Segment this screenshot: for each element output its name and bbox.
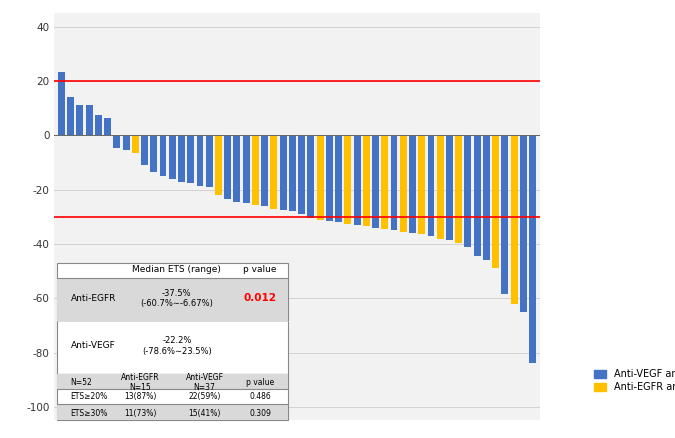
Bar	[132, 135, 139, 153]
Bar	[68, 97, 74, 135]
Bar	[57, 263, 288, 374]
Bar	[252, 135, 259, 205]
Text: 13(87%): 13(87%)	[124, 392, 156, 401]
Bar	[391, 135, 398, 230]
Bar	[95, 115, 102, 135]
Bar	[58, 71, 65, 135]
Bar	[261, 135, 268, 206]
Bar	[437, 135, 443, 239]
Bar	[483, 135, 490, 260]
Bar	[187, 135, 194, 183]
Bar	[196, 135, 203, 186]
Bar	[326, 135, 333, 221]
Bar	[427, 135, 435, 236]
Bar	[529, 135, 536, 364]
Bar	[169, 135, 176, 179]
Bar	[178, 135, 185, 181]
Text: 0.012: 0.012	[244, 293, 277, 303]
Text: Anti-VEGF: Anti-VEGF	[71, 341, 115, 350]
Bar	[289, 135, 296, 212]
Bar	[234, 135, 240, 202]
Text: p value: p value	[243, 265, 277, 274]
Bar	[123, 135, 130, 150]
Bar	[206, 135, 213, 187]
Bar	[57, 374, 288, 420]
Bar	[224, 135, 231, 199]
Bar	[381, 135, 388, 229]
Bar	[141, 135, 148, 165]
Bar	[104, 118, 111, 135]
Bar	[492, 135, 499, 268]
Bar	[400, 135, 407, 232]
Text: Anti-VEGF
N=37: Anti-VEGF N=37	[186, 373, 223, 392]
Bar	[57, 278, 288, 321]
Bar	[215, 135, 222, 195]
Text: Anti-EGFR
N=15: Anti-EGFR N=15	[121, 373, 159, 392]
Bar	[511, 135, 518, 304]
Text: 11(73%): 11(73%)	[124, 409, 156, 418]
Bar	[335, 135, 342, 222]
Bar	[464, 135, 471, 247]
Bar	[372, 135, 379, 228]
Bar	[446, 135, 453, 240]
Text: 0.309: 0.309	[249, 409, 271, 418]
Bar	[474, 135, 481, 256]
Bar	[409, 135, 416, 233]
Text: Median ETS (range): Median ETS (range)	[132, 265, 221, 274]
Bar	[159, 135, 167, 176]
Text: 0.486: 0.486	[249, 392, 271, 401]
Bar	[243, 135, 250, 203]
Bar	[455, 135, 462, 243]
Bar	[271, 135, 277, 208]
Bar	[363, 135, 370, 226]
Bar	[86, 106, 92, 135]
Bar	[418, 135, 425, 234]
Text: ETS≥20%: ETS≥20%	[71, 392, 108, 401]
Text: 15(41%): 15(41%)	[188, 409, 221, 418]
Bar	[317, 135, 323, 219]
Text: -37.5%
(-60.7%∼-6.67%): -37.5% (-60.7%∼-6.67%)	[140, 289, 213, 308]
Text: 22(59%): 22(59%)	[188, 392, 221, 401]
Bar	[344, 135, 351, 223]
Text: ETS≥30%: ETS≥30%	[71, 409, 108, 418]
Bar	[113, 135, 120, 148]
Bar	[307, 135, 315, 218]
Text: -22.2%
(-78.6%∼23.5%): -22.2% (-78.6%∼23.5%)	[142, 336, 212, 356]
Text: p value: p value	[246, 378, 274, 387]
Bar	[354, 135, 360, 225]
Bar	[57, 374, 288, 389]
Text: Anti-EGFR: Anti-EGFR	[71, 294, 116, 303]
Bar	[76, 106, 83, 135]
Bar	[279, 135, 287, 210]
Bar	[520, 135, 526, 312]
Text: N=52: N=52	[71, 378, 92, 387]
Bar	[151, 135, 157, 172]
Bar	[298, 135, 305, 214]
Bar	[502, 135, 508, 294]
Bar	[57, 404, 288, 420]
Legend: Anti-VEGF antibodies, Anti-EGFR antibodies: Anti-VEGF antibodies, Anti-EGFR antibodi…	[591, 367, 675, 395]
